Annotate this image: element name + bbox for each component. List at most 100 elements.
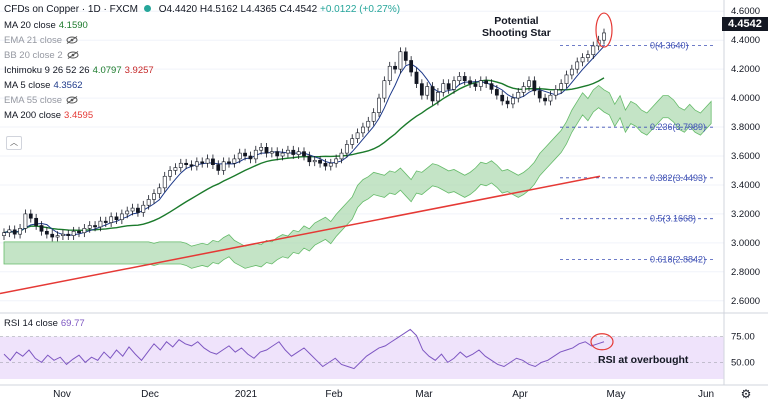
rsi-legend: RSI 14 close 69.77 bbox=[4, 318, 85, 330]
candle-body bbox=[328, 162, 333, 167]
candle-body bbox=[87, 225, 92, 229]
candle-body bbox=[146, 199, 151, 206]
y-tick-label: 2.6000 bbox=[731, 296, 760, 307]
candle-body bbox=[12, 229, 17, 235]
indicator-legend-item[interactable]: MA 20 close 4.1590 bbox=[4, 20, 88, 32]
indicator-legend-item[interactable]: BB 20 close 2 bbox=[4, 50, 79, 62]
ohlc-low: L4.4365 bbox=[240, 4, 277, 15]
candle-body bbox=[494, 89, 499, 96]
candle-body bbox=[248, 155, 253, 160]
candle-body bbox=[468, 80, 472, 84]
candle-body bbox=[382, 80, 387, 99]
x-tick-label: 2021 bbox=[235, 389, 258, 400]
candle-body bbox=[419, 83, 424, 96]
candle-body bbox=[296, 151, 301, 155]
indicator-legend-item[interactable]: MA 200 close 3.4595 bbox=[4, 110, 93, 122]
candle-body bbox=[575, 61, 580, 70]
cloud-area bbox=[3, 84, 712, 269]
indicator-label: BB 20 close 2 bbox=[4, 50, 63, 61]
hidden-eye-icon[interactable] bbox=[67, 51, 79, 59]
current-price-tag: 4.4542 bbox=[722, 17, 768, 31]
rsi-overbought-circle bbox=[590, 333, 614, 351]
settings-gear-icon[interactable]: ⚙ bbox=[741, 387, 752, 401]
candle-body bbox=[500, 94, 505, 102]
candle-body bbox=[114, 216, 119, 220]
candle-body bbox=[259, 147, 264, 151]
candle-body bbox=[109, 216, 114, 223]
candle-body bbox=[237, 152, 242, 160]
indicator-value: 4.3562 bbox=[53, 80, 83, 91]
x-tick-label: Feb bbox=[325, 389, 343, 400]
candle-body bbox=[505, 100, 510, 105]
ma200-path bbox=[0, 175, 601, 295]
candle-body bbox=[34, 217, 39, 226]
candle-body bbox=[371, 112, 376, 122]
candle-body bbox=[205, 158, 210, 164]
candle-body bbox=[61, 233, 65, 236]
candle-body bbox=[355, 132, 360, 139]
candle-body bbox=[489, 83, 494, 90]
candle-body bbox=[457, 76, 462, 82]
candle-body bbox=[377, 97, 381, 113]
candle-body bbox=[286, 149, 290, 154]
candle-body bbox=[162, 175, 167, 189]
y-tick-label: 4.2000 bbox=[731, 64, 760, 75]
hidden-eye-icon[interactable] bbox=[66, 96, 78, 104]
rsi-band bbox=[0, 336, 724, 379]
candle-body bbox=[227, 161, 231, 164]
x-tick-label: Mar bbox=[415, 389, 433, 400]
y-tick-label: 3.0000 bbox=[731, 238, 760, 249]
candle-body bbox=[243, 152, 247, 157]
rsi-pane bbox=[0, 312, 768, 379]
ohlc-change: +0.0122 (+0.27%) bbox=[319, 4, 401, 15]
candle-body bbox=[569, 68, 574, 76]
indicator-label: MA 5 close bbox=[4, 80, 51, 91]
candle-body bbox=[28, 213, 33, 219]
candle-body bbox=[119, 213, 124, 220]
collapse-legend-button[interactable]: ︿ bbox=[6, 136, 22, 150]
candle-body bbox=[93, 225, 97, 228]
candles bbox=[2, 28, 606, 242]
indicator-legend-item[interactable]: EMA 55 close bbox=[4, 95, 78, 107]
candle-body bbox=[350, 138, 355, 145]
candle-body bbox=[334, 158, 339, 164]
candle-body bbox=[71, 230, 76, 236]
indicator-label: EMA 21 close bbox=[4, 35, 63, 46]
fib-label: 0.236(3.7989) bbox=[650, 122, 706, 132]
ohlc-close: C4.4542 bbox=[279, 4, 318, 15]
candle-body bbox=[253, 149, 258, 160]
indicator-legend-item[interactable]: Ichimoku 9 26 52 26 4.0797 3.9257 bbox=[4, 65, 154, 77]
candle-body bbox=[168, 170, 172, 177]
candle-body bbox=[344, 144, 349, 154]
indicator-value: 4.1590 bbox=[58, 20, 88, 31]
candle-body bbox=[55, 235, 60, 238]
candle-body bbox=[216, 164, 221, 171]
candle-body bbox=[318, 160, 322, 164]
candle-body bbox=[403, 51, 408, 61]
indicator-value-2: 3.9257 bbox=[124, 65, 154, 76]
hidden-eye-icon[interactable] bbox=[66, 36, 78, 44]
candle-body bbox=[387, 65, 392, 82]
candle-body bbox=[39, 225, 44, 232]
x-tick-label: Jun bbox=[698, 389, 714, 400]
candle-body bbox=[602, 32, 606, 41]
indicator-legend-item[interactable]: EMA 21 close bbox=[4, 35, 78, 47]
candle-body bbox=[532, 80, 537, 92]
candle-body bbox=[184, 162, 189, 165]
candle-body bbox=[152, 193, 156, 200]
candle-body bbox=[586, 54, 590, 58]
indicator-label: EMA 55 close bbox=[4, 95, 63, 106]
candle-body bbox=[178, 162, 183, 168]
candle-body bbox=[194, 161, 199, 167]
x-tick-label: Apr bbox=[512, 389, 528, 400]
candle-body bbox=[7, 229, 12, 234]
indicator-legend-item[interactable]: MA 5 close 4.3562 bbox=[4, 80, 83, 92]
candle-body bbox=[211, 158, 215, 165]
candle-body bbox=[548, 94, 553, 102]
candle-body bbox=[173, 167, 178, 171]
y-tick-label: 2.8000 bbox=[731, 267, 760, 278]
rsi-overbought-annotation: RSI at overbought bbox=[598, 354, 689, 366]
x-tick-label: May bbox=[607, 389, 626, 400]
y-tick-label: 3.4000 bbox=[731, 180, 760, 191]
